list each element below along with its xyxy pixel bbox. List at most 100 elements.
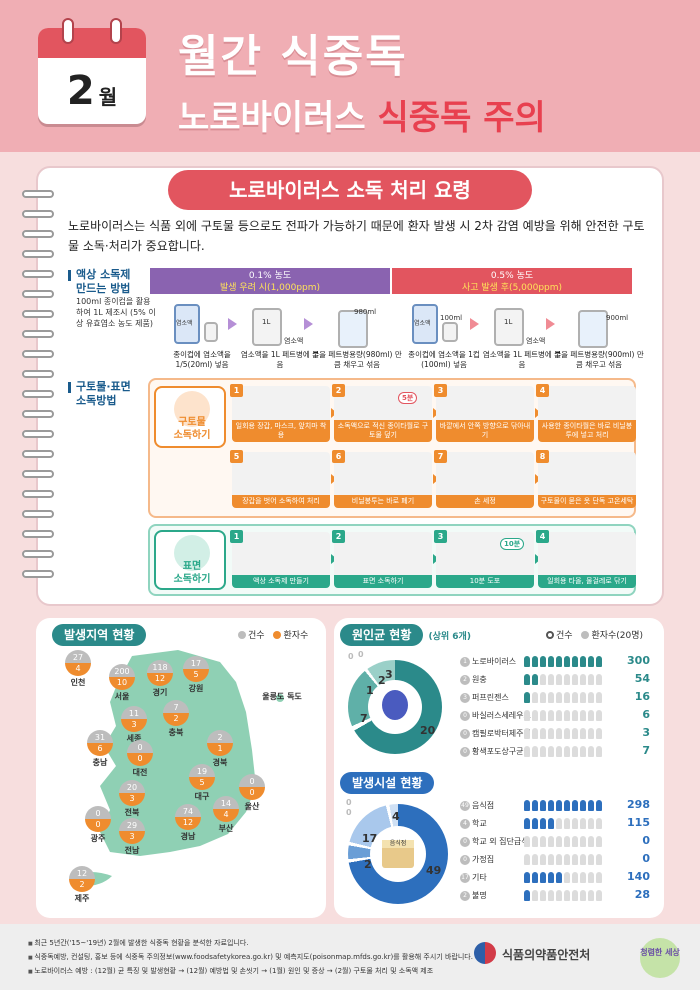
person-icon (524, 800, 530, 811)
person-icon (540, 692, 546, 703)
pathogen-pie-label: 0 (348, 652, 354, 661)
person-icon (596, 800, 602, 811)
row-value: 140 (627, 870, 650, 883)
person-icon (548, 872, 554, 883)
vomit-step: 1 일회용 장갑, 마스크, 앞치마 착용 (230, 384, 330, 442)
region-name: 광주 (90, 834, 106, 843)
step-caption: 바깥에서 안쪽 방향으로 닦아내기 (436, 420, 534, 442)
region-cases: 11 (128, 709, 140, 718)
legend-cases-dot (238, 631, 246, 639)
section-mix-label-l2: 만드는 방법 (76, 282, 131, 295)
person-icon (572, 656, 578, 667)
stat-row: 0 바실러스세레우스 6 (460, 708, 660, 724)
person-icon (580, 800, 586, 811)
person-icon (588, 854, 594, 865)
person-icon (548, 656, 554, 667)
region-name: 서울 (114, 692, 130, 701)
mix-caption: 염소액을 1L 페트병에 부음 (482, 350, 562, 369)
subtitle-part-b: 식중독 주의 (377, 98, 546, 138)
person-icon (564, 692, 570, 703)
person-icons (524, 692, 604, 704)
person-icon (596, 728, 602, 739)
mix-caption: 종이컵에 염소액을 1/5(20ml) 넣음 (173, 350, 231, 369)
binder-ring-icon (22, 310, 54, 318)
person-icon (588, 800, 594, 811)
binder-ring-icon (22, 190, 54, 198)
row-name: 황색포도상구균 (472, 747, 524, 756)
step-number: 6 (332, 450, 345, 463)
stat-row: 49 음식점 298 (460, 798, 660, 814)
row-pin: 3 (460, 693, 470, 703)
person-icon (580, 692, 586, 703)
person-icon (532, 890, 538, 901)
region-cases: 20 (126, 783, 138, 792)
small-chlorine-label: 염소액 (284, 337, 304, 345)
region-patients: 0 (249, 788, 255, 797)
region-marker: 0 0 울산 (232, 774, 272, 812)
person-icon (524, 710, 530, 721)
surface-category-l1: 표면 (182, 561, 202, 572)
vomit-step: 5 장갑을 벗어 소독하여 처리 (230, 450, 330, 508)
binder-ring-icon (22, 210, 54, 218)
row-pin: 2 (460, 675, 470, 685)
person-icons (524, 818, 604, 830)
person-icon (532, 656, 538, 667)
subtitle-part-a: 노로바이러스 (178, 98, 378, 138)
person-icon (540, 836, 546, 847)
row-pin: 0 (460, 855, 470, 865)
step-caption: 10분 도포 (436, 575, 534, 588)
row-pin: 0 (460, 729, 470, 739)
region-name: 울릉도 독도 (262, 692, 302, 701)
facility-pie-label: 49 (426, 864, 442, 877)
calendar-top (38, 28, 146, 58)
step-caption: 소독액으로 적신 종이타월로 구토물 덮기 (334, 420, 432, 442)
timer-5min-badge: 5분 (398, 392, 418, 404)
concentration-low-bottom: 발생 우려 시(1,000ppm) (219, 283, 321, 293)
step-caption: 사용한 종이타월은 바로 비닐봉투에 넣고 처리 (538, 420, 636, 442)
person-icon (524, 728, 530, 739)
binder-ring-icon (22, 530, 54, 538)
person-icon (548, 728, 554, 739)
region-marker: 14 4 부산 (206, 796, 246, 834)
surface-category-l2: 소독하기 (173, 574, 211, 585)
row-name: 바실러스세레우스 (472, 711, 531, 720)
person-icon (596, 692, 602, 703)
region-marker: 19 5 대구 (182, 764, 222, 802)
step-caption: 비닐봉투는 바로 폐기 (334, 495, 432, 508)
person-icon (564, 674, 570, 685)
stat-row: 0 캠필로박터제주니 3 (460, 726, 660, 742)
person-icon (580, 728, 586, 739)
row-name: 기타 (472, 873, 487, 882)
person-icon (588, 692, 594, 703)
stat-row: 1 노로바이러스 300 (460, 654, 660, 670)
concentration-low-top: 0.1% 농도 (248, 271, 292, 281)
row-value: 300 (627, 654, 650, 667)
section-mix-label: 액상 소독제 만드는 방법 (67, 268, 131, 296)
region-cases: 0 (249, 777, 255, 786)
step-number: 7 (434, 450, 447, 463)
vomit-category-l1: 구토물 (178, 417, 206, 428)
region-marker: 울릉도 독도 (262, 690, 302, 702)
concentration-high-top: 0.5% 농도 (490, 271, 534, 281)
pathogen-stats-subtitle: (상위 6개) (428, 632, 471, 642)
region-name: 제주 (74, 894, 90, 903)
row-name: 퍼프린젠스 (472, 693, 509, 702)
filled-bottle-icon (338, 310, 368, 348)
person-icon (572, 890, 578, 901)
binder-ring-icon (22, 230, 54, 238)
person-icon (540, 854, 546, 865)
region-bubble: 11 3 (121, 706, 147, 732)
footer-note: 최근 5년간('15~'19년) 2월에 발생한 식중독 현황을 분석한 자료입… (28, 938, 248, 949)
person-icon (556, 800, 562, 811)
section-method-label-l2: 소독방법 (76, 394, 117, 407)
person-icon (588, 746, 594, 757)
row-value: 115 (627, 816, 650, 829)
row-value: 0 (642, 834, 650, 847)
pathogen-pie-label: 0 (358, 650, 364, 659)
person-icon (548, 746, 554, 757)
region-patients: 1 (217, 744, 223, 753)
person-icon (564, 710, 570, 721)
person-icon (540, 710, 546, 721)
